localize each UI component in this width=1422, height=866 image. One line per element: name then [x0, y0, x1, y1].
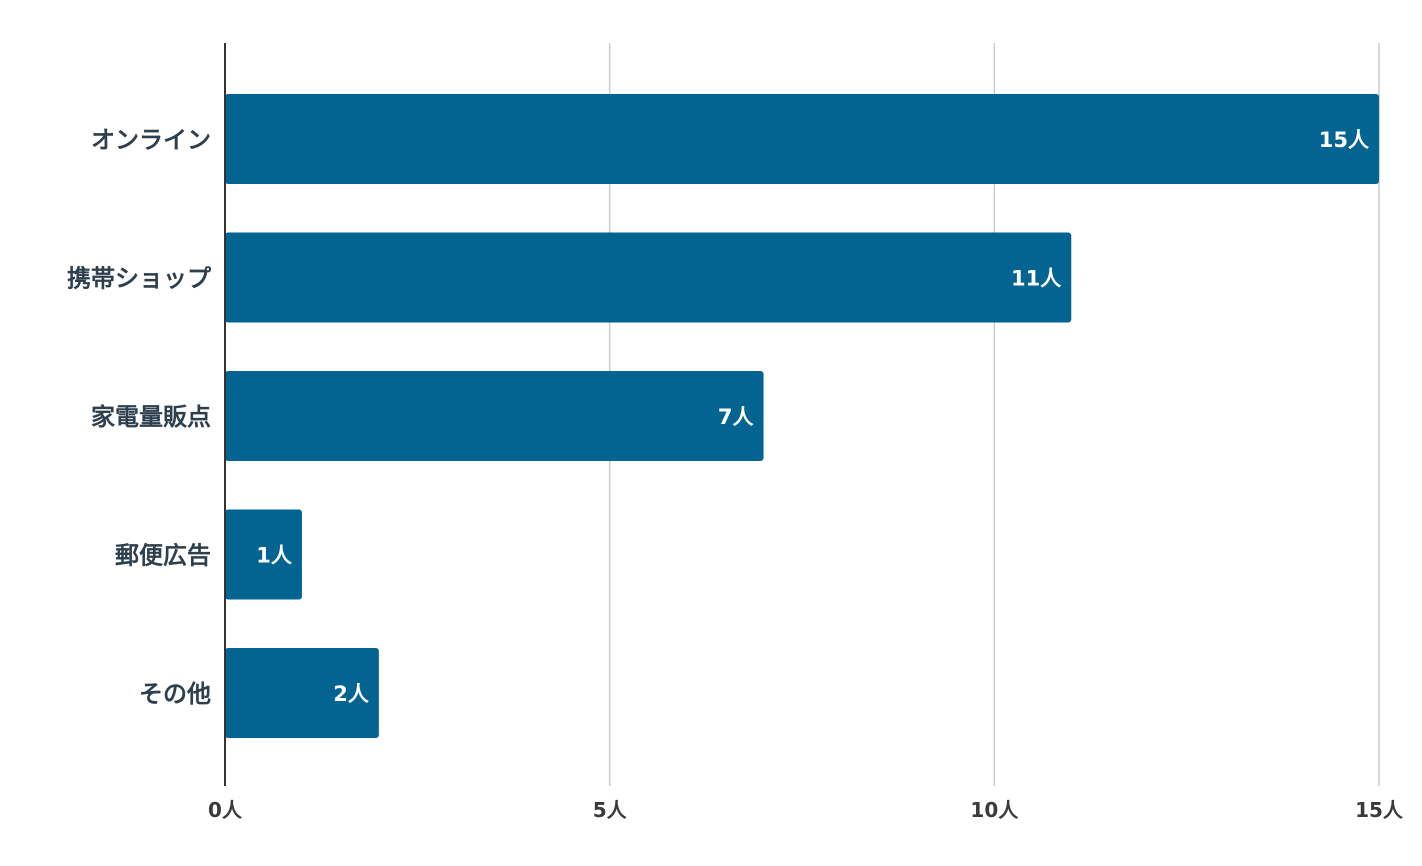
x-tick-label: 0人 — [208, 798, 243, 822]
data-label: 7人 — [718, 405, 754, 429]
bar — [225, 232, 1072, 323]
x-tick-labels: 0人 5人 10人 15人 — [208, 798, 1404, 822]
category-label: その他 — [139, 680, 211, 708]
category-label: 郵便広告 — [115, 542, 211, 570]
category-label: 家電量販点 — [91, 403, 211, 431]
category-label: オンライン — [91, 126, 211, 154]
x-tick-label: 15人 — [1355, 798, 1404, 822]
bar — [225, 371, 764, 461]
x-tick-label: 10人 — [970, 798, 1019, 822]
bar — [225, 509, 302, 600]
category-label: 携帯ショップ — [67, 265, 212, 293]
bar — [225, 94, 1379, 184]
bar — [225, 648, 379, 738]
data-label: 1人 — [256, 544, 292, 568]
x-tick-label: 5人 — [593, 798, 628, 822]
data-label: 15人 — [1319, 128, 1369, 152]
bars: 15人 11人 7人 1人 2人 — [225, 94, 1379, 738]
data-label: 2人 — [333, 682, 369, 706]
data-label: 11人 — [1011, 267, 1061, 291]
